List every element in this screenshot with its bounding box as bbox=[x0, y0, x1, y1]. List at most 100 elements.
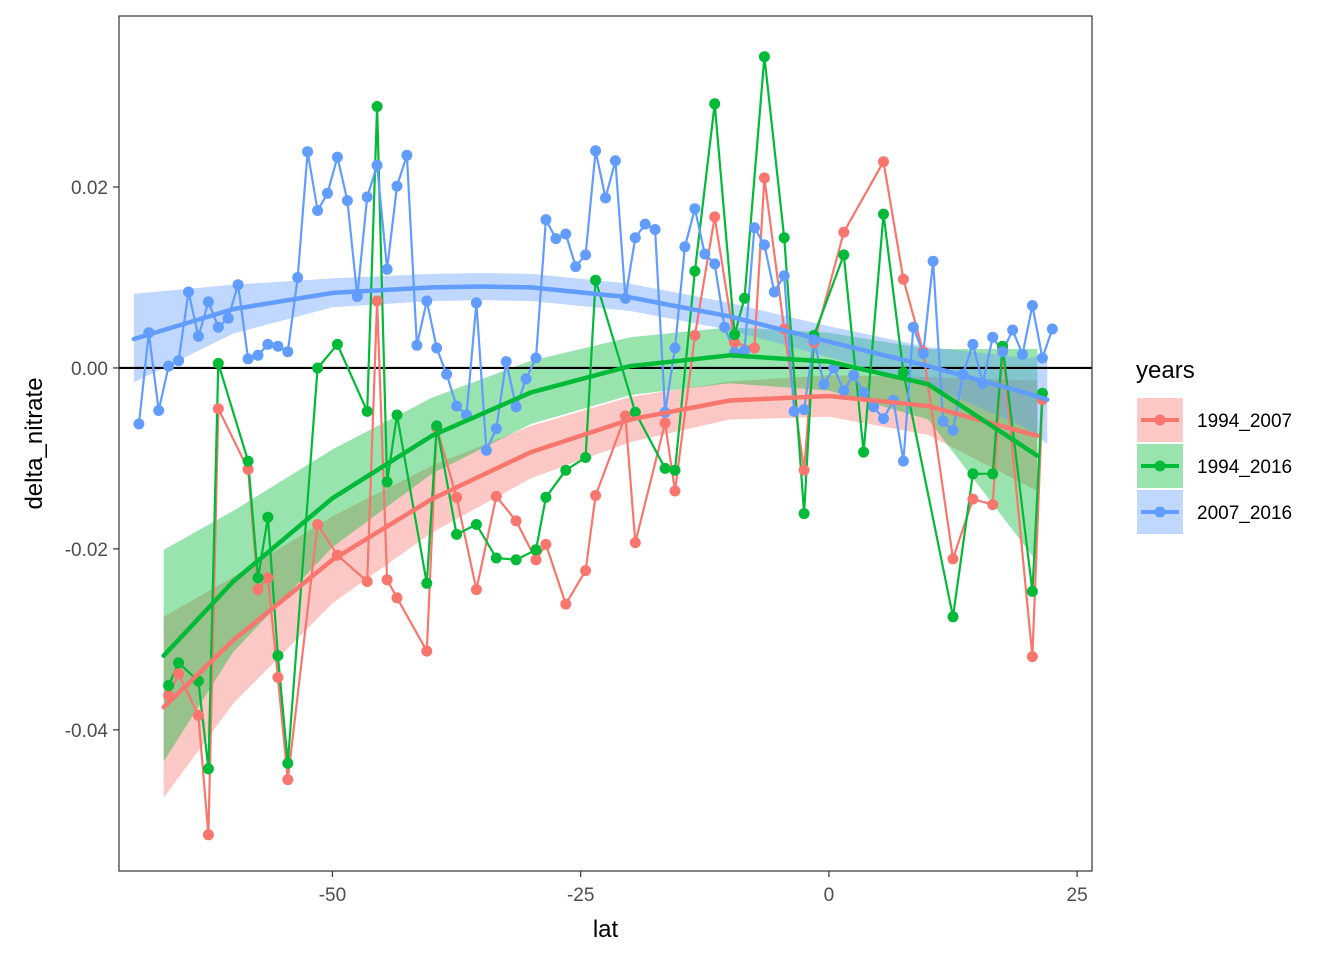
series-line-1994_2016 bbox=[167, 55, 1044, 770]
data-point-2007_2016 bbox=[133, 418, 145, 430]
data-point-1994_2016 bbox=[1026, 585, 1038, 597]
data-point-1994_2016 bbox=[173, 657, 185, 669]
data-point-2007_2016 bbox=[788, 405, 800, 417]
data-point-2007_2016 bbox=[381, 263, 393, 275]
data-point-1994_2007 bbox=[421, 645, 433, 657]
data-point-1994_2016 bbox=[729, 329, 741, 340]
data-point-1994_2016 bbox=[560, 464, 572, 476]
data-point-2007_2016 bbox=[361, 191, 373, 203]
data-point-2007_2016 bbox=[302, 146, 314, 158]
trend-line-1994_2007 bbox=[161, 393, 1040, 710]
data-point-1994_2016 bbox=[262, 511, 274, 523]
data-point-1994_2007 bbox=[689, 329, 701, 341]
data-point-1994_2016 bbox=[987, 468, 999, 480]
data-point-2007_2016 bbox=[927, 255, 939, 267]
data-point-1994_2007 bbox=[242, 463, 254, 475]
y-tick-label: -0.04 bbox=[65, 721, 109, 742]
data-point-2007_2016 bbox=[917, 348, 929, 359]
data-point-1994_2007 bbox=[252, 584, 264, 596]
data-point-1994_2016 bbox=[361, 405, 373, 417]
data-point-2007_2016 bbox=[232, 279, 244, 291]
data-point-2007_2016 bbox=[480, 444, 492, 456]
data-point-2007_2016 bbox=[173, 355, 185, 367]
data-point-2007_2016 bbox=[907, 321, 919, 333]
legend-label-1994_2007: 1994_2007 bbox=[1197, 411, 1292, 432]
x-axis: -50 -25 0 25 bbox=[319, 871, 1088, 906]
legend-key-point-1994_2007 bbox=[1154, 414, 1166, 426]
data-point-2007_2016 bbox=[719, 321, 731, 333]
data-point-1994_2016 bbox=[371, 101, 383, 112]
data-point-1994_2016 bbox=[242, 455, 254, 467]
data-point-1994_2007 bbox=[897, 273, 909, 285]
trend-line-2007_2016 bbox=[131, 284, 1050, 402]
data-point-2007_2016 bbox=[212, 321, 224, 333]
data-point-2007_2016 bbox=[530, 352, 542, 364]
series-points bbox=[133, 51, 1058, 841]
x-tick-label: -25 bbox=[567, 885, 594, 906]
data-point-2007_2016 bbox=[878, 413, 889, 425]
data-point-1994_2016 bbox=[669, 464, 681, 476]
data-point-2007_2016 bbox=[967, 338, 979, 350]
data-point-1994_2016 bbox=[212, 357, 224, 369]
data-point-1994_2007 bbox=[451, 491, 463, 503]
data-point-2007_2016 bbox=[798, 404, 810, 416]
data-point-1994_2007 bbox=[798, 464, 810, 476]
data-point-1994_2007 bbox=[212, 403, 224, 415]
data-point-1994_2016 bbox=[530, 544, 542, 556]
data-point-2007_2016 bbox=[868, 401, 880, 413]
x-axis-title: lat bbox=[593, 916, 619, 943]
data-point-1994_2016 bbox=[798, 508, 810, 520]
data-point-2007_2016 bbox=[401, 149, 413, 161]
data-point-2007_2016 bbox=[262, 338, 274, 350]
data-point-1994_2016 bbox=[331, 338, 343, 350]
data-point-1994_2007 bbox=[361, 576, 373, 587]
data-point-1994_2007 bbox=[560, 598, 572, 610]
data-point-1994_2007 bbox=[391, 592, 403, 604]
x-tick-label: 25 bbox=[1067, 885, 1088, 906]
data-point-2007_2016 bbox=[252, 349, 264, 361]
data-point-1994_2016 bbox=[252, 572, 264, 584]
data-point-2007_2016 bbox=[818, 378, 830, 390]
data-point-1994_2007 bbox=[669, 485, 681, 497]
data-point-2007_2016 bbox=[609, 155, 621, 167]
data-point-2007_2016 bbox=[570, 261, 582, 273]
data-point-1994_2007 bbox=[758, 172, 770, 184]
data-point-1994_2007 bbox=[540, 538, 552, 550]
data-point-2007_2016 bbox=[242, 353, 254, 365]
data-point-2007_2016 bbox=[897, 455, 909, 467]
data-point-1994_2016 bbox=[659, 462, 671, 474]
data-point-1994_2016 bbox=[580, 452, 592, 463]
data-point-1994_2007 bbox=[202, 829, 214, 841]
data-point-1994_2007 bbox=[381, 574, 393, 586]
data-point-1994_2016 bbox=[878, 208, 889, 220]
data-point-1994_2007 bbox=[262, 572, 274, 584]
data-point-2007_2016 bbox=[202, 296, 214, 308]
data-point-1994_2007 bbox=[1026, 651, 1038, 663]
y-tick-label: 0.00 bbox=[71, 359, 108, 380]
data-point-2007_2016 bbox=[629, 232, 641, 244]
data-point-2007_2016 bbox=[292, 272, 304, 283]
data-point-2007_2016 bbox=[163, 360, 175, 372]
data-point-2007_2016 bbox=[441, 368, 453, 380]
data-point-1994_2007 bbox=[659, 417, 671, 429]
data-point-1994_2016 bbox=[470, 519, 482, 530]
data-point-2007_2016 bbox=[153, 405, 165, 416]
data-point-2007_2016 bbox=[451, 400, 463, 412]
data-point-2007_2016 bbox=[272, 340, 284, 352]
y-axis: -0.04 -0.02 0.00 0.02 bbox=[65, 178, 119, 742]
data-point-1994_2007 bbox=[530, 554, 542, 566]
data-point-2007_2016 bbox=[669, 342, 681, 354]
data-point-1994_2016 bbox=[967, 468, 979, 480]
trend-line-1994_2016 bbox=[161, 353, 1040, 658]
data-point-2007_2016 bbox=[858, 386, 870, 398]
data-point-2007_2016 bbox=[848, 369, 860, 381]
data-point-2007_2016 bbox=[500, 356, 512, 368]
data-point-1994_2007 bbox=[987, 499, 999, 511]
data-point-2007_2016 bbox=[1046, 323, 1058, 335]
data-point-1994_2007 bbox=[173, 668, 185, 680]
data-point-1994_2007 bbox=[967, 493, 979, 505]
data-point-2007_2016 bbox=[341, 195, 353, 207]
data-point-2007_2016 bbox=[649, 224, 661, 235]
